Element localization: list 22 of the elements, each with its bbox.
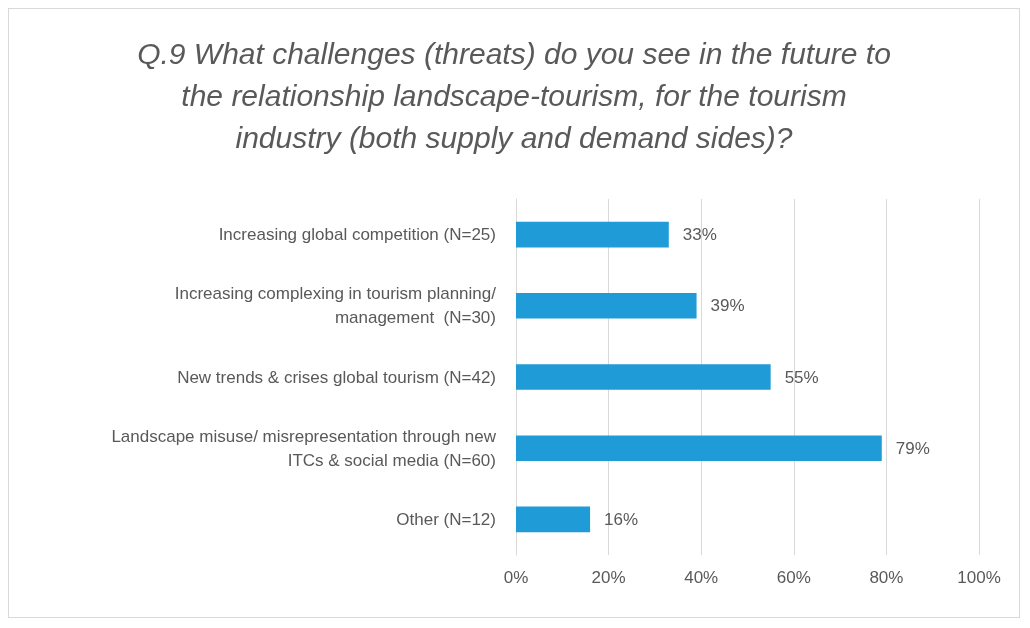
bar	[516, 506, 591, 533]
x-tick-label: 20%	[591, 568, 626, 587]
bar	[516, 364, 771, 390]
bar	[516, 435, 882, 462]
y-tick-label: New trends & crises global tourism (N=42)	[177, 367, 496, 387]
data-label: 79%	[895, 438, 930, 458]
x-tick-label: 40%	[684, 568, 719, 587]
x-tick-label: 80%	[869, 568, 904, 587]
x-tick-label: 100%	[957, 568, 1001, 587]
y-tick-label: Landscape misuse/ misrepresentation through new ITCs & social media (N=60)	[111, 426, 497, 470]
y-tick-label: Increasing complexing in tourism planning/ management (N=30)	[174, 284, 497, 328]
x-tick-label: 0%	[503, 568, 529, 587]
chart-title: Q.9 What challenges (threats) do you see in the future to the relationship landscape-tourism, for the tourism industry (both supply and demand sides)?	[137, 36, 891, 154]
data-label: 16%	[604, 509, 639, 529]
y-tick-label: Other (N=12)	[396, 509, 496, 529]
y-tick-label: Increasing global competition (N=25)	[218, 225, 496, 245]
x-tick-label: 60%	[776, 568, 811, 587]
data-label: 33%	[682, 225, 717, 245]
data-label: 55%	[784, 367, 819, 387]
bar	[516, 221, 669, 248]
bar	[516, 292, 697, 319]
data-label: 39%	[710, 296, 745, 316]
